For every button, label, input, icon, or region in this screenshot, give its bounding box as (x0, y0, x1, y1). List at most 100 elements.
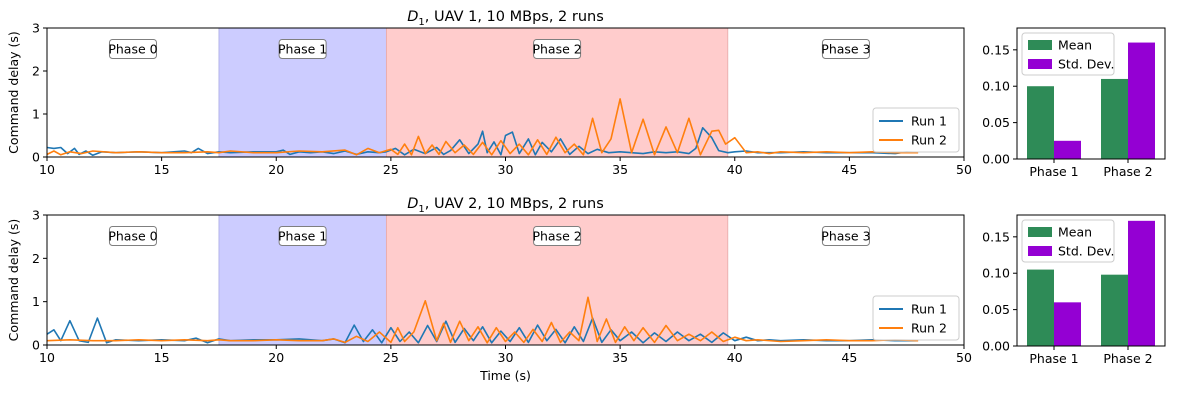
phase-label-0: Phase 0 (108, 42, 157, 57)
title-main: D (407, 196, 418, 212)
title-main: D (407, 9, 418, 25)
line-panel-2: Phase 0 Phase 1 Phase 2 Phase 310 15 20 25 30 35… (6, 196, 972, 383)
phase-label-2: Phase 2 (532, 42, 581, 57)
legend-label-1: Run 1 (911, 302, 947, 317)
title-rest: , UAV 2, 10 MBps, 2 runs (425, 196, 604, 212)
bar-std-dev--phase-2 (1128, 42, 1155, 159)
phase-label-box-2 (533, 226, 582, 246)
phase-label-box-3 (821, 39, 870, 59)
bar-category-label: Phase 1 (1029, 164, 1078, 179)
x-tick-label: 25 (383, 350, 399, 365)
phase-label-box-0 (108, 226, 157, 246)
x-tick-label: 10 (39, 350, 55, 365)
legend-label-1: Run 1 (911, 114, 947, 129)
bar-mean-phase-1 (1027, 86, 1054, 159)
phase-label-3: Phase 3 (821, 42, 870, 57)
bar-legend-label-1: Mean (1058, 225, 1092, 240)
line-panel-1: Phase 0 Phase 1 Phase 2 Phase 310 15 20 25 30 35… (6, 9, 972, 177)
phase-label-3: Phase 3 (821, 229, 870, 244)
bar-legend-label-2: Std. Dev. (1058, 57, 1114, 72)
bar-legend: Mean Std. Dev. (1021, 219, 1115, 263)
title-subscript: 1 (418, 17, 424, 28)
y-tick-label: 3 (32, 21, 40, 36)
y-tick-label: 3 (32, 208, 40, 223)
phase-label-box-1 (278, 226, 327, 246)
y-tick-label: 2 (32, 64, 40, 79)
series-group (47, 296, 919, 344)
bar-frame (1016, 214, 1166, 347)
x-tick-label: 25 (383, 162, 399, 177)
bar-panel-2: 0.00 0.05 0.10 0.15 Phase 1 Phase 2 Mean Std. D… (982, 214, 1166, 366)
bar-frame (1016, 27, 1166, 160)
y-axis-label: Command delay (s) (6, 219, 21, 342)
y-tick-label: 1 (32, 107, 40, 122)
phase-label-box-3 (821, 226, 870, 246)
x-tick-label: 35 (612, 350, 628, 365)
x-tick-label: 10 (39, 162, 55, 177)
bar-legend: Mean Std. Dev. (1021, 32, 1115, 76)
bar-std-dev--phase-2 (1128, 220, 1155, 346)
x-tick-label: 45 (841, 350, 857, 365)
phase-label-1: Phase 1 (278, 229, 327, 244)
x-tick-label: 15 (154, 350, 170, 365)
bar-legend-label-2: Std. Dev. (1058, 244, 1114, 259)
bar-mean-phase-1 (1027, 269, 1054, 346)
bar-y-tick-label: 0.10 (982, 266, 1010, 281)
bar-y-tick-label: 0.10 (982, 79, 1010, 94)
x-tick-label: 50 (956, 350, 972, 365)
bar-category-label: Phase 1 (1029, 351, 1078, 366)
chart-title: D1, UAV 1, 10 MBps, 2 runs (407, 9, 604, 28)
bar-y-tick-label: 0.05 (982, 115, 1010, 130)
series-line-run-2 (47, 296, 919, 344)
bar-mean-phase-2 (1101, 274, 1128, 346)
x-tick-label: 30 (498, 350, 514, 365)
x-tick-label: 20 (268, 350, 284, 365)
phase-label-box-2 (533, 39, 582, 59)
x-tick-label: 45 (841, 162, 857, 177)
phase-label-box-0 (108, 39, 157, 59)
bar-y-tick-label: 0.05 (982, 302, 1010, 317)
title-rest: , UAV 1, 10 MBps, 2 runs (425, 9, 604, 25)
phase-label-2: Phase 2 (532, 229, 581, 244)
bar-mean-phase-2 (1101, 78, 1128, 159)
y-tick-label: 0 (32, 338, 40, 353)
x-tick-label: 35 (612, 162, 628, 177)
x-tick-label: 50 (956, 162, 972, 177)
y-tick-label: 2 (32, 251, 40, 266)
x-tick-label: 15 (154, 162, 170, 177)
series-line-run-1 (47, 127, 919, 157)
series-line-run-1 (47, 317, 919, 344)
bar-category-label: Phase 2 (1103, 164, 1152, 179)
bar-legend-label-1: Mean (1058, 38, 1092, 53)
chart-title: D1, UAV 2, 10 MBps, 2 runs (407, 196, 604, 215)
bar-y-tick-label: 0.00 (982, 152, 1010, 167)
legend-label-2: Run 2 (911, 321, 947, 336)
line-legend: Run 1 Run 2 (872, 295, 960, 341)
bar-std-dev--phase-1 (1054, 140, 1081, 159)
title-subscript: 1 (418, 204, 424, 215)
bar-category-label: Phase 2 (1103, 351, 1152, 366)
bar-legend-swatch-1 (1028, 40, 1052, 50)
bar-legend-swatch-2 (1028, 59, 1052, 69)
bar-panel-1: 0.00 0.05 0.10 0.15 Phase 1 Phase 2 Mean Std. D… (982, 27, 1166, 179)
series-line-run-2 (47, 98, 919, 156)
line-legend: Run 1 Run 2 (872, 107, 960, 153)
bar-legend-swatch-1 (1028, 227, 1052, 237)
x-tick-label: 40 (727, 162, 743, 177)
phase-label-0: Phase 0 (108, 229, 157, 244)
x-axis-label: Time (s) (479, 368, 531, 383)
bar-y-tick-label: 0.00 (982, 339, 1010, 354)
phase-label-1: Phase 1 (278, 42, 327, 57)
bar-y-tick-label: 0.15 (982, 42, 1010, 57)
bar-legend-swatch-2 (1028, 246, 1052, 256)
bar-std-dev--phase-1 (1054, 302, 1081, 346)
x-tick-label: 40 (727, 350, 743, 365)
bar-y-tick-label: 0.15 (982, 229, 1010, 244)
x-tick-label: 30 (498, 162, 514, 177)
x-tick-label: 20 (268, 162, 284, 177)
series-group (47, 98, 919, 157)
y-tick-label: 1 (32, 294, 40, 309)
y-axis-label: Command delay (s) (6, 31, 21, 154)
phase-label-box-1 (278, 39, 327, 59)
